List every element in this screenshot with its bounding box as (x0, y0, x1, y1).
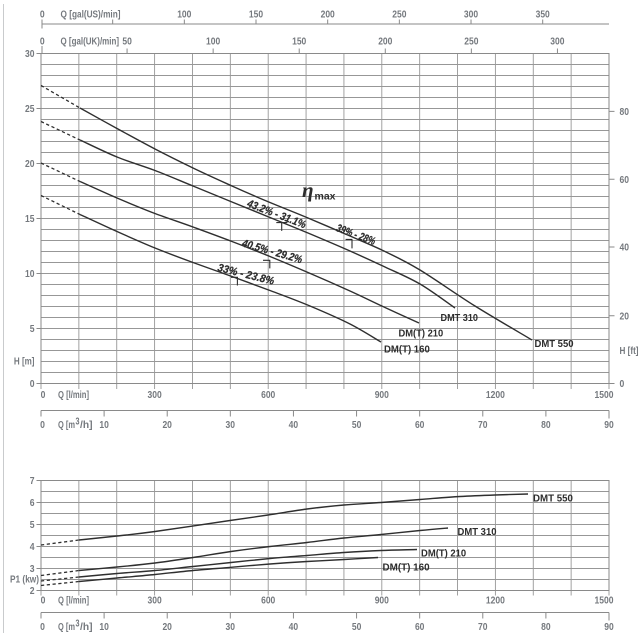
svg-text:40: 40 (289, 621, 299, 633)
svg-text:1200: 1200 (486, 389, 505, 401)
svg-text:600: 600 (261, 389, 275, 401)
svg-text:η: η (302, 178, 314, 202)
svg-text:250: 250 (464, 36, 478, 48)
svg-text:25: 25 (25, 103, 35, 115)
svg-text:150: 150 (249, 9, 263, 21)
svg-text:0: 0 (620, 378, 625, 390)
svg-text:15: 15 (25, 213, 35, 225)
svg-text:Q [m: Q [m (58, 621, 75, 633)
svg-text:20: 20 (162, 621, 172, 633)
svg-text:30: 30 (226, 621, 236, 633)
svg-text:100: 100 (206, 36, 220, 48)
svg-text:H [m]: H [m] (14, 356, 35, 368)
svg-text:3: 3 (30, 563, 35, 575)
svg-text:0: 0 (40, 621, 45, 633)
svg-text:50: 50 (122, 36, 132, 48)
svg-text:900: 900 (375, 389, 389, 401)
svg-text:/h]: /h] (80, 621, 93, 633)
svg-text:100: 100 (177, 9, 191, 21)
svg-text:DMT 310: DMT 310 (458, 526, 497, 538)
svg-text:DMT 550: DMT 550 (535, 338, 574, 350)
svg-text:300: 300 (464, 9, 478, 21)
svg-text:150: 150 (292, 36, 306, 48)
svg-text:70: 70 (478, 621, 488, 633)
svg-text:Q [l/min]: Q [l/min] (58, 595, 89, 607)
svg-text:33% - 23.8%: 33% - 23.8% (216, 262, 275, 288)
svg-text:10: 10 (99, 419, 109, 431)
svg-text:300: 300 (550, 36, 564, 48)
svg-text:max: max (315, 190, 336, 202)
svg-text:1500: 1500 (595, 389, 614, 401)
svg-text:0: 0 (40, 9, 45, 21)
svg-text:900: 900 (375, 595, 389, 607)
svg-text:DMT 310: DMT 310 (441, 312, 479, 324)
svg-text:0: 0 (40, 36, 45, 48)
svg-text:90: 90 (604, 419, 614, 431)
svg-text:DM(T) 210: DM(T) 210 (399, 328, 444, 340)
svg-text:DM(T) 210: DM(T) 210 (421, 548, 466, 560)
svg-text:2: 2 (30, 585, 35, 597)
svg-text:DM(T) 160: DM(T) 160 (384, 344, 430, 356)
svg-text:20: 20 (162, 419, 172, 431)
svg-text:/h]: /h] (80, 419, 93, 431)
svg-text:Q [gal(US)/min]: Q [gal(US)/min] (61, 9, 121, 21)
svg-text:7: 7 (30, 475, 35, 487)
svg-text:0: 0 (40, 419, 45, 431)
svg-text:70: 70 (478, 419, 488, 431)
svg-text:DM(T) 160: DM(T) 160 (383, 562, 430, 574)
svg-text:Q [gal(UK)/min]: Q [gal(UK)/min] (61, 36, 120, 48)
svg-text:DMT 550: DMT 550 (533, 493, 573, 505)
svg-text:90: 90 (604, 621, 614, 633)
svg-text:350: 350 (536, 9, 550, 21)
svg-text:50: 50 (352, 621, 362, 633)
svg-text:300: 300 (148, 595, 162, 607)
svg-text:30: 30 (25, 48, 35, 60)
svg-text:Q [m: Q [m (58, 419, 75, 431)
svg-text:40: 40 (620, 242, 630, 254)
svg-text:80: 80 (541, 419, 551, 431)
svg-text:60: 60 (415, 419, 425, 431)
svg-text:5: 5 (30, 323, 35, 335)
svg-text:20: 20 (620, 310, 630, 322)
svg-text:20: 20 (25, 158, 35, 170)
svg-text:600: 600 (261, 595, 275, 607)
svg-text:60: 60 (620, 174, 630, 186)
svg-text:3: 3 (76, 416, 80, 428)
svg-text:0: 0 (30, 378, 35, 390)
svg-text:200: 200 (321, 9, 335, 21)
svg-text:50: 50 (352, 419, 362, 431)
svg-text:10: 10 (25, 268, 35, 280)
svg-text:200: 200 (378, 36, 392, 48)
svg-text:60: 60 (415, 621, 425, 633)
svg-text:H [ft]: H [ft] (620, 345, 639, 357)
svg-text:40: 40 (289, 419, 299, 431)
svg-text:30: 30 (226, 419, 236, 431)
svg-text:P1 (kw): P1 (kw) (10, 574, 39, 586)
svg-text:0: 0 (41, 389, 46, 401)
svg-text:4: 4 (30, 541, 35, 553)
svg-text:80: 80 (541, 621, 551, 633)
svg-text:0: 0 (41, 595, 46, 607)
svg-text:6: 6 (30, 497, 35, 509)
svg-text:5: 5 (30, 519, 35, 531)
svg-text:10: 10 (99, 621, 109, 633)
svg-text:3: 3 (76, 618, 80, 630)
svg-text:1200: 1200 (486, 595, 505, 607)
svg-text:39% - 28%: 39% - 28% (334, 222, 377, 248)
svg-text:300: 300 (148, 389, 162, 401)
svg-text:Q [l/min]: Q [l/min] (58, 389, 89, 401)
svg-text:1500: 1500 (595, 595, 614, 607)
svg-text:250: 250 (392, 9, 406, 21)
svg-text:80: 80 (620, 106, 630, 118)
